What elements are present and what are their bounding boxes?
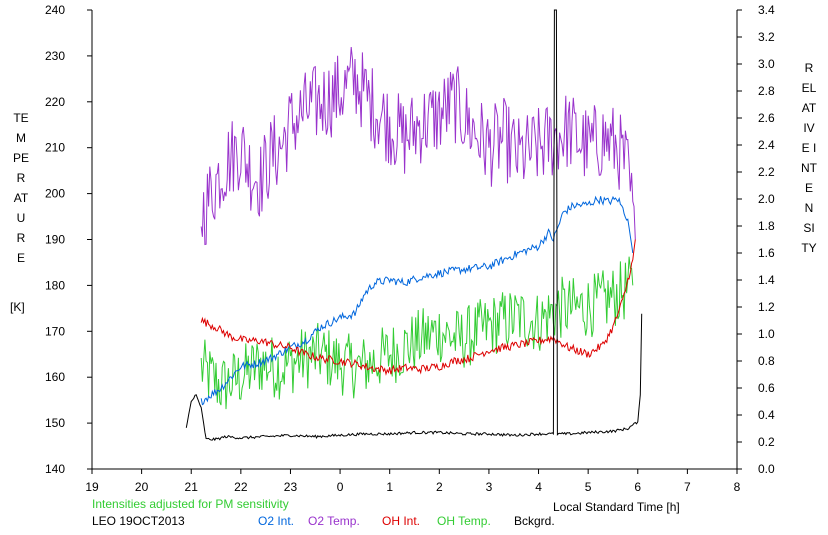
right-tick-label: 1.0 <box>758 327 775 341</box>
right-tick-label: 3.2 <box>758 30 775 44</box>
right-tick-label: 1.8 <box>758 219 775 233</box>
pm-sensitivity-note: Intensities adjusted for PM sensitivity <box>92 497 289 511</box>
legend-o2-int: O2 Int. <box>258 514 295 528</box>
right-y-axis: 0.0 0.2 0.4 0.6 0.8 1.0 1.2 1.4 1.6 1.8 2.0 2.2 2.4 2… <box>737 3 775 476</box>
left-tick-label: 220 <box>45 95 65 109</box>
right-tick-label: 1.6 <box>758 246 775 260</box>
right-tick-label: 0.0 <box>758 462 775 476</box>
right-tick-label: 0.2 <box>758 435 775 449</box>
left-tick-label: 170 <box>45 324 65 338</box>
right-tick-label: 0.8 <box>758 354 775 368</box>
x-tick-label: 4 <box>535 480 542 494</box>
series-line-bckgrd <box>185 9 643 442</box>
x-tick-label: 22 <box>234 480 248 494</box>
x-tick-label: 0 <box>337 480 344 494</box>
left-tick-label: 160 <box>45 370 65 384</box>
right-tick-label: 1.4 <box>758 273 775 287</box>
legend-oh-int: OH Int. <box>382 514 421 528</box>
left-tick-label: 190 <box>45 233 65 247</box>
left-tick-label: 180 <box>45 278 65 292</box>
x-axis-title: Local Standard Time [h] <box>553 500 680 514</box>
station-date-label: LEO 19OCT2013 <box>92 514 185 528</box>
left-tick-label: 230 <box>45 49 65 63</box>
left-tick-label: 200 <box>45 187 65 201</box>
right-tick-label: 3.0 <box>758 57 775 71</box>
data-series <box>185 9 643 442</box>
left-tick-label: 240 <box>45 3 65 17</box>
legend-bckgrd: Bckgrd. <box>514 514 555 528</box>
left-tick-label: 140 <box>45 462 65 476</box>
x-tick-label: 5 <box>585 480 592 494</box>
right-axis-title: RELATIVE INTENSITY <box>801 61 817 255</box>
left-y-axis: 140 150 160 170 180 190 200 210 220 230 240 <box>45 3 92 476</box>
left-tick-label: 150 <box>45 416 65 430</box>
right-tick-label: 2.8 <box>758 84 775 98</box>
x-tick-label: 8 <box>734 480 741 494</box>
right-tick-label: 2.6 <box>758 111 775 125</box>
right-tick-label: 0.4 <box>758 408 775 422</box>
left-axis-unit: [K] <box>10 300 25 314</box>
right-tick-label: 2.0 <box>758 192 775 206</box>
x-tick-label: 21 <box>185 480 199 494</box>
x-axis: 19 20 21 22 23 0 1 2 3 4 5 6 7 8 <box>85 469 741 494</box>
x-tick-label: 7 <box>684 480 691 494</box>
right-tick-label: 0.6 <box>758 381 775 395</box>
series-line-o2-int <box>200 195 634 406</box>
right-tick-label: 2.2 <box>758 165 775 179</box>
series-line-o2-temp <box>200 46 636 246</box>
legend-o2-temp: O2 Temp. <box>308 514 360 528</box>
x-tick-label: 1 <box>386 480 393 494</box>
x-tick-label: 19 <box>85 480 99 494</box>
left-tick-label: 210 <box>45 141 65 155</box>
x-tick-label: 23 <box>284 480 298 494</box>
x-tick-label: 20 <box>135 480 149 494</box>
x-tick-label: 6 <box>634 480 641 494</box>
right-tick-label: 3.4 <box>758 3 775 17</box>
right-tick-label: 2.4 <box>758 138 775 152</box>
x-tick-label: 2 <box>436 480 443 494</box>
left-axis-title: TEMPERATURE <box>13 111 30 265</box>
x-tick-label: 3 <box>486 480 493 494</box>
series-line-oh-int <box>200 239 636 376</box>
right-tick-label: 1.2 <box>758 300 775 314</box>
legend-oh-temp: OH Temp. <box>437 514 491 528</box>
series-line-oh-temp <box>200 256 634 410</box>
